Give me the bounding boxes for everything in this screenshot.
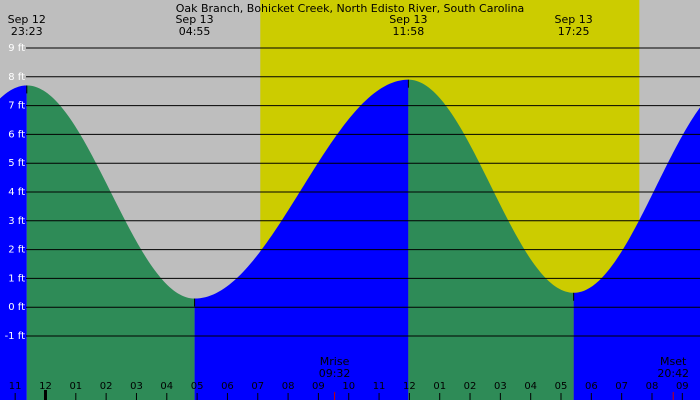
extreme-date-label: Sep 12	[8, 13, 46, 26]
x-tick-label: 01	[69, 381, 82, 392]
x-tick-label: 02	[464, 381, 477, 392]
x-tick-label: 12	[39, 381, 52, 392]
x-tick-label: 09	[312, 381, 325, 392]
x-tick-label: 10	[342, 381, 355, 392]
x-tick-label: 08	[282, 381, 295, 392]
x-tick-label: 05	[555, 381, 568, 392]
x-tick-label: 08	[646, 381, 659, 392]
moon-event-label: Mset	[660, 355, 687, 368]
x-axis-ticks: 11 12 01 02 03 04 05 06 07 08 09 10 11 12 01 02 03 04 05 06…	[9, 381, 689, 400]
y-tick-label: 4 ft	[8, 187, 25, 198]
extreme-date-label: Sep 13	[555, 13, 593, 26]
x-tick-label: 02	[100, 381, 113, 392]
extreme-time-label: 17:25	[558, 25, 590, 38]
x-tick-label: 12	[403, 381, 416, 392]
x-tick-label: 06	[221, 381, 234, 392]
rising-tide-area	[0, 85, 27, 400]
y-axis-ticks: 9 ft 8 ft 7 ft 6 ft 5 ft 4 ft 3 ft 2 ft 1 ft 0 ft…	[5, 43, 25, 342]
tide-areas	[0, 79, 700, 400]
chart-title: Oak Branch, Bohicket Creek, North Edisto…	[176, 2, 525, 15]
y-tick-label: -1 ft	[5, 331, 25, 342]
x-tick-label: 03	[494, 381, 507, 392]
x-tick-label: 09	[676, 381, 689, 392]
moon-event-time: 09:32	[319, 367, 351, 380]
y-tick-label: 1 ft	[8, 273, 25, 284]
midnight-marker	[43, 390, 47, 400]
x-tick-label: 04	[160, 381, 173, 392]
y-tick-label: 3 ft	[8, 216, 25, 227]
gridlines	[26, 47, 700, 337]
x-tick-label: 03	[130, 381, 143, 392]
y-tick-label: 8 ft	[8, 72, 25, 83]
y-tick-label: 6 ft	[8, 129, 25, 140]
x-tick-label: 11	[9, 381, 22, 392]
x-tick-label: 07	[251, 381, 264, 392]
x-tick-label: 07	[615, 381, 628, 392]
rising-tide-area	[194, 79, 409, 400]
y-tick-label: 7 ft	[8, 101, 25, 112]
extreme-date-label: Sep 13	[389, 13, 427, 26]
falling-tide-area	[408, 79, 574, 400]
x-tick-label: 01	[433, 381, 446, 392]
extreme-time-label: 23:23	[11, 25, 43, 38]
falling-tide-area	[26, 85, 195, 400]
x-tick-label: 04	[524, 381, 537, 392]
extreme-time-label: 04:55	[179, 25, 211, 38]
extreme-time-label: 11:58	[393, 25, 425, 38]
x-tick-label: 06	[585, 381, 598, 392]
y-tick-label: 2 ft	[8, 245, 25, 256]
x-tick-label: 05	[191, 381, 204, 392]
y-tick-label: 5 ft	[8, 158, 25, 169]
rising-tide-area	[573, 107, 700, 400]
x-tick-label: 11	[373, 381, 386, 392]
moon-event-time: 20:42	[657, 367, 689, 380]
extreme-date-label: Sep 13	[175, 13, 213, 26]
moon-event-label: Mrise	[320, 355, 350, 368]
y-tick-label: 0 ft	[8, 302, 25, 313]
y-tick-label: 9 ft	[8, 43, 25, 54]
